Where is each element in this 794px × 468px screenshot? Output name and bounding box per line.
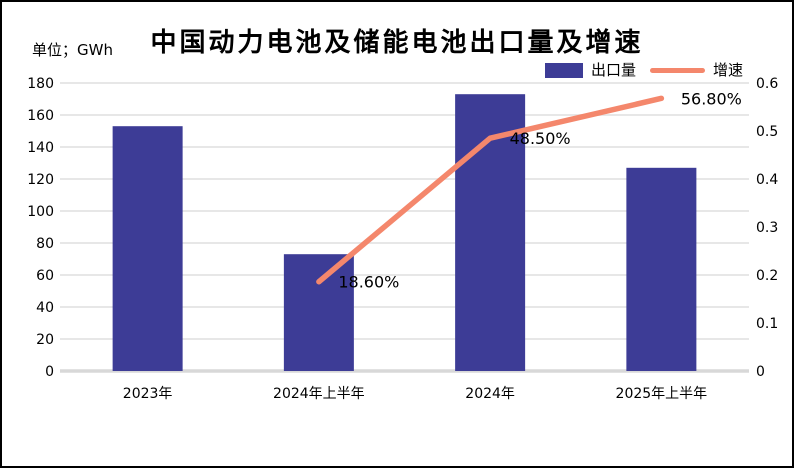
right-axis-tick-label: 0 xyxy=(756,364,765,380)
left-axis-tick-label: 180 xyxy=(27,76,54,92)
bar-2025年上半年 xyxy=(626,167,697,371)
growth-point-label: 18.60% xyxy=(338,273,399,292)
right-axis-tick-label: 0.2 xyxy=(756,268,778,284)
category-label: 2023年 xyxy=(123,386,173,402)
right-axis-tick-label: 0.4 xyxy=(756,172,778,188)
bar-2023年 xyxy=(112,126,183,371)
left-axis-tick-label: 160 xyxy=(27,108,54,124)
category-label: 2024年 xyxy=(465,386,515,402)
bar-2024年上半年 xyxy=(283,254,354,371)
growth-point-label: 56.80% xyxy=(681,89,742,108)
growth-line xyxy=(316,95,665,285)
left-axis-tick-label: 140 xyxy=(27,140,54,156)
left-axis-tick-label: 80 xyxy=(36,236,54,252)
left-axis-tick-label: 0 xyxy=(45,364,54,380)
legend-bar-swatch-icon xyxy=(544,62,583,78)
left-axis-tick-label: 60 xyxy=(36,268,54,284)
growth-point-label: 48.50% xyxy=(510,129,571,148)
left-axis-tick-label: 20 xyxy=(36,332,54,348)
right-axis-tick-label: 0.6 xyxy=(756,76,778,92)
unit-label: 单位；GWh xyxy=(32,41,113,59)
left-axis-tick-label: 40 xyxy=(36,300,54,316)
legend-label-growth: 增速 xyxy=(712,61,743,79)
left-axis-tick-label: 120 xyxy=(27,172,54,188)
legend-line-swatch-icon xyxy=(649,67,705,73)
left-axis-tick-label: 100 xyxy=(27,204,54,220)
chart-title: 中国动力电池及储能电池出口量及增速 xyxy=(150,28,644,58)
right-axis-tick-label: 0.5 xyxy=(756,124,778,140)
legend-label-exports: 出口量 xyxy=(590,61,636,79)
category-label: 2024年上半年 xyxy=(273,386,365,402)
legend: 出口量 增速 xyxy=(544,60,743,80)
right-axis-tick-label: 0.3 xyxy=(756,220,778,236)
category-label: 2025年上半年 xyxy=(616,386,708,402)
right-axis-tick-label: 0.1 xyxy=(756,316,778,332)
